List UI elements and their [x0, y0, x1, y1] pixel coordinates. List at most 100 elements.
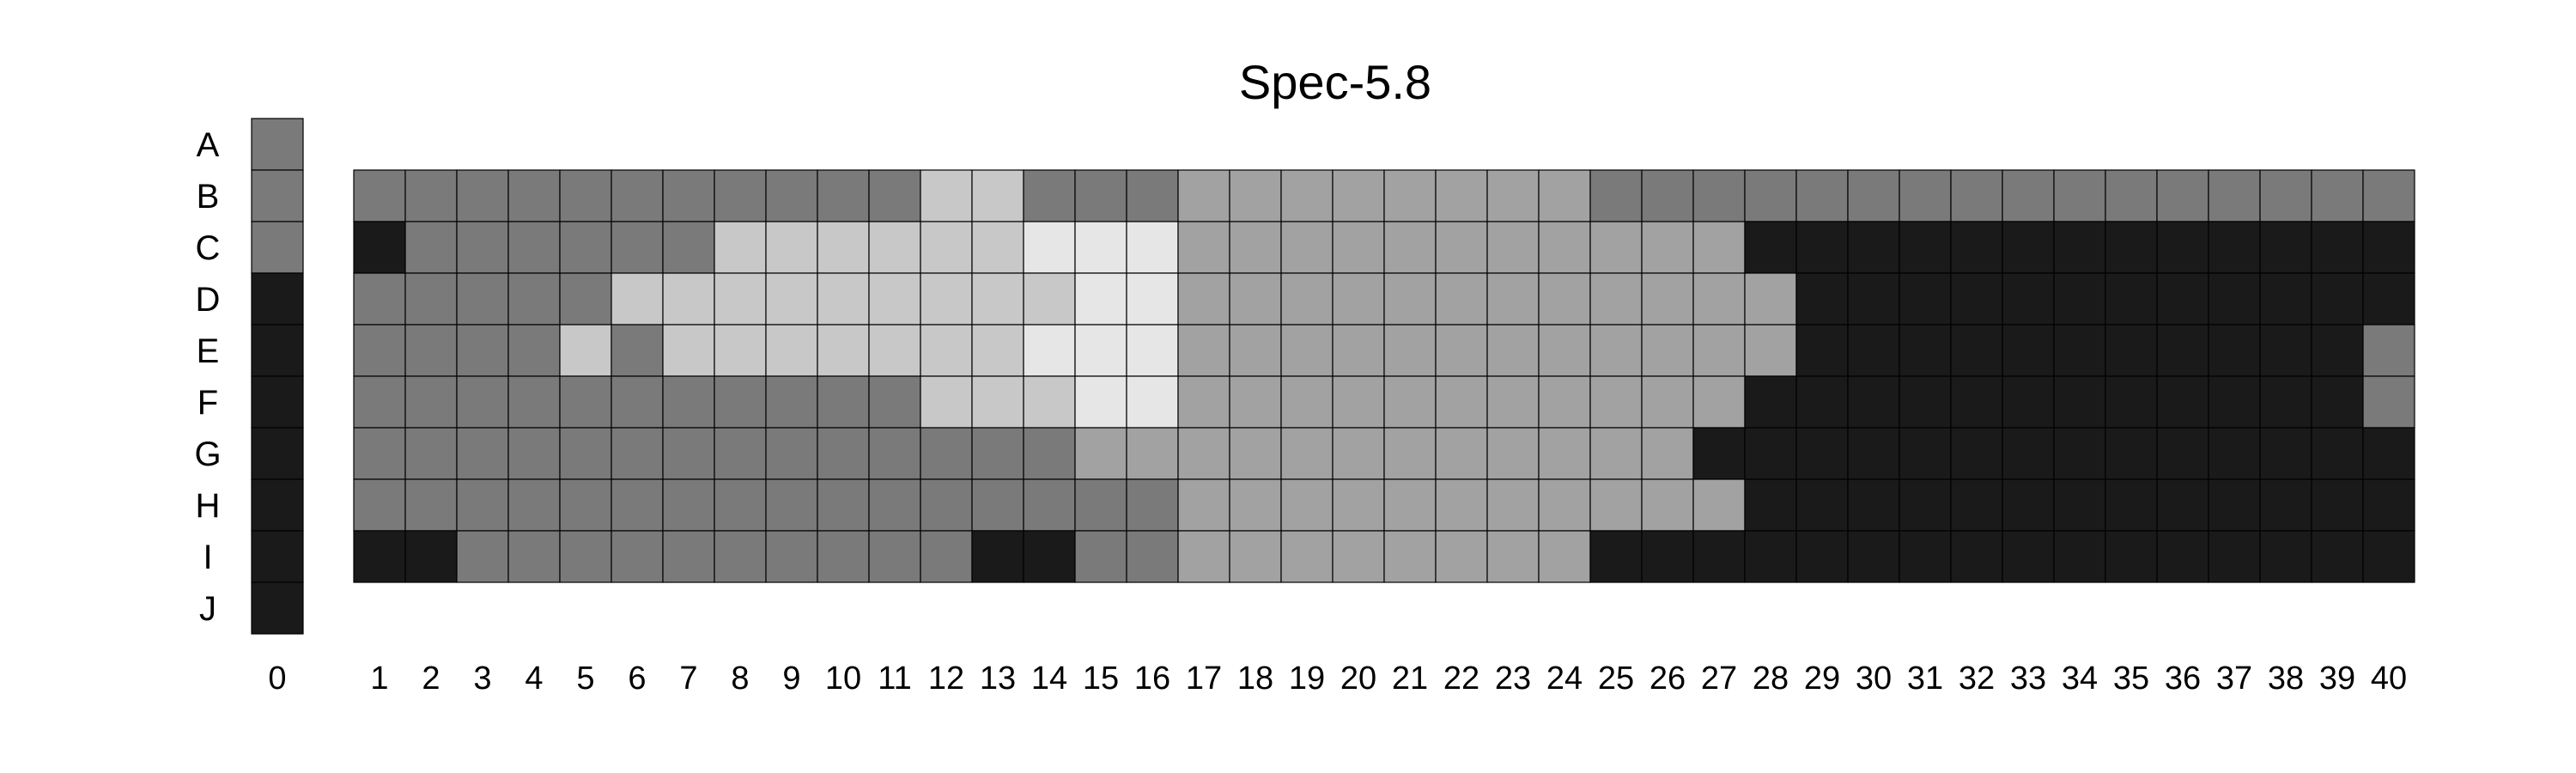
cell-21-i: [1383, 530, 1437, 583]
cell-40-h: [2362, 478, 2415, 532]
cell-5-c: [559, 221, 612, 274]
cell-25-d: [1589, 272, 1643, 326]
cell-8-d: [714, 272, 767, 326]
cell-25-g: [1589, 427, 1643, 480]
x-tick-label-36: 36: [2165, 660, 2201, 697]
cell-29-h: [1795, 478, 1849, 532]
x-tick-label-29: 29: [1804, 660, 1840, 697]
x-tick-label-9: 9: [782, 660, 800, 697]
cell-27-g: [1692, 427, 1746, 480]
cell-14-e: [1023, 324, 1076, 377]
cell-11-d: [868, 272, 921, 326]
x-tick-label-17: 17: [1186, 660, 1222, 697]
cell-13-f: [971, 375, 1024, 429]
cell-23-g: [1486, 427, 1540, 480]
cell-32-h: [1950, 478, 2003, 532]
cell-28-b: [1744, 169, 1797, 222]
cell-14-i: [1023, 530, 1076, 583]
cell-35-h: [2105, 478, 2158, 532]
cell-3-b: [456, 169, 509, 222]
cell-13-h: [971, 478, 1024, 532]
column-0-cells: [251, 118, 304, 635]
cell-0-f: [251, 375, 304, 429]
cell-13-c: [971, 221, 1024, 274]
cell-0-b: [251, 169, 304, 222]
cell-18-b: [1229, 169, 1282, 222]
cell-27-i: [1692, 530, 1746, 583]
cell-37-c: [2208, 221, 2261, 274]
cell-25-b: [1589, 169, 1643, 222]
cell-5-d: [559, 272, 612, 326]
x-tick-label-20: 20: [1340, 660, 1376, 697]
cell-28-d: [1744, 272, 1797, 326]
x-tick-label-37: 37: [2216, 660, 2252, 697]
cell-30-g: [1847, 427, 1900, 480]
cell-22-e: [1435, 324, 1488, 377]
cell-29-g: [1795, 427, 1849, 480]
cell-17-d: [1177, 272, 1230, 326]
cell-3-h: [456, 478, 509, 532]
x-tick-label-1: 1: [370, 660, 388, 697]
cell-30-f: [1847, 375, 1900, 429]
cell-23-e: [1486, 324, 1540, 377]
cell-32-d: [1950, 272, 2003, 326]
cell-27-b: [1692, 169, 1746, 222]
cell-38-d: [2259, 272, 2312, 326]
cell-36-g: [2156, 427, 2209, 480]
cell-7-i: [662, 530, 715, 583]
cell-38-i: [2259, 530, 2312, 583]
cell-7-d: [662, 272, 715, 326]
cell-12-c: [920, 221, 973, 274]
cell-15-g: [1074, 427, 1127, 480]
cell-34-b: [2053, 169, 2106, 222]
cell-1-b: [353, 169, 406, 222]
cell-19-g: [1280, 427, 1334, 480]
cell-16-e: [1126, 324, 1179, 377]
cell-23-h: [1486, 478, 1540, 532]
cell-13-i: [971, 530, 1024, 583]
cell-37-g: [2208, 427, 2261, 480]
cell-23-c: [1486, 221, 1540, 274]
cell-7-e: [662, 324, 715, 377]
cell-15-h: [1074, 478, 1127, 532]
cell-2-b: [404, 169, 458, 222]
cell-14-g: [1023, 427, 1076, 480]
x-tick-label-28: 28: [1753, 660, 1789, 697]
cell-36-c: [2156, 221, 2209, 274]
cell-4-i: [507, 530, 561, 583]
cell-0-j: [251, 581, 304, 635]
cell-31-c: [1899, 221, 1952, 274]
cell-15-c: [1074, 221, 1127, 274]
x-tick-label-40: 40: [2371, 660, 2407, 697]
cell-6-g: [611, 427, 664, 480]
x-tick-label-21: 21: [1392, 660, 1428, 697]
x-tick-label-12: 12: [928, 660, 964, 697]
cell-12-i: [920, 530, 973, 583]
cell-1-c: [353, 221, 406, 274]
cell-5-g: [559, 427, 612, 480]
cell-4-d: [507, 272, 561, 326]
cell-32-c: [1950, 221, 2003, 274]
cell-11-e: [868, 324, 921, 377]
cell-9-c: [765, 221, 818, 274]
x-tick-label-19: 19: [1289, 660, 1325, 697]
cell-2-e: [404, 324, 458, 377]
cell-2-c: [404, 221, 458, 274]
x-tick-label-13: 13: [980, 660, 1016, 697]
cell-2-d: [404, 272, 458, 326]
cell-19-f: [1280, 375, 1334, 429]
row-label-g: G: [194, 435, 221, 473]
cell-39-e: [2311, 324, 2364, 377]
cell-10-f: [817, 375, 870, 429]
cell-40-b: [2362, 169, 2415, 222]
cell-24-b: [1538, 169, 1591, 222]
cell-22-d: [1435, 272, 1488, 326]
cell-28-e: [1744, 324, 1797, 377]
cell-17-h: [1177, 478, 1230, 532]
cell-12-f: [920, 375, 973, 429]
cell-7-g: [662, 427, 715, 480]
cell-37-i: [2208, 530, 2261, 583]
cell-26-c: [1641, 221, 1694, 274]
x-tick-label-35: 35: [2113, 660, 2149, 697]
